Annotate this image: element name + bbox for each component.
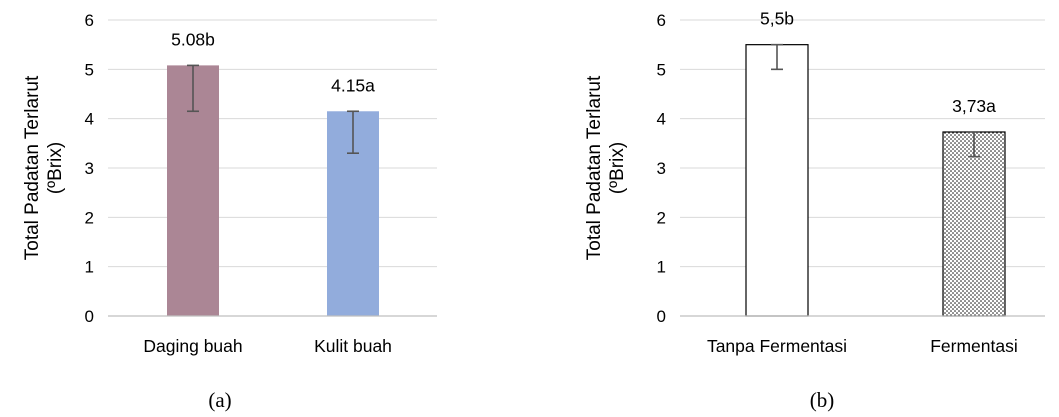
y-tick-label: 4: [657, 110, 666, 129]
y-axis-title-line: (ºBrix): [45, 142, 66, 194]
y-axis-title-line: Total Padatan Terlarut: [584, 75, 605, 260]
panel-label: (a): [208, 388, 231, 412]
y-tick-label: 1: [85, 258, 94, 277]
y-tick-label: 5: [657, 60, 666, 79]
y-tick-label: 0: [657, 307, 666, 326]
y-tick-label: 2: [657, 208, 666, 227]
x-tick-label: Kulit buah: [314, 336, 392, 356]
x-tick-label: Fermentasi: [930, 336, 1018, 356]
x-tick-label: Daging buah: [143, 336, 242, 356]
y-axis-title-line: Total Padatan Terlarut: [22, 75, 43, 260]
y-tick-label: 3: [85, 159, 94, 178]
y-tick-label: 0: [85, 307, 94, 326]
bar: [942, 131, 1006, 317]
y-tick-label: 6: [657, 11, 666, 30]
y-tick-label: 1: [657, 258, 666, 277]
y-tick-label: 3: [657, 159, 666, 178]
y-tick-label: 4: [85, 110, 94, 129]
y-axis-title: Total Padatan Terlarut (ºBrix): [584, 75, 628, 260]
data-label: 4.15a: [331, 75, 375, 95]
y-tick-label: 2: [85, 208, 94, 227]
x-tick-label: Tanpa Fermentasi: [707, 336, 847, 356]
y-tick-label: 6: [85, 11, 94, 30]
data-label: 5,5b: [760, 9, 794, 29]
chart-b: 0 1 2 3 4 5 6 5,5b 3,73a Tanpa Fermentasi Fermenta…: [584, 9, 1045, 412]
data-label: 5.08b: [171, 29, 215, 49]
chart-a: 0 1 2 3 4 5 6 5.08b 4.15a Daging buah Kulit buah To…: [22, 11, 437, 412]
bar: [745, 44, 809, 317]
y-tick-label: 5: [85, 60, 94, 79]
y-axis-title-line: (ºBrix): [607, 142, 628, 194]
panel-label: (b): [810, 388, 835, 412]
y-axis-title: Total Padatan Terlarut (ºBrix): [22, 75, 66, 260]
data-label: 3,73a: [952, 96, 996, 116]
